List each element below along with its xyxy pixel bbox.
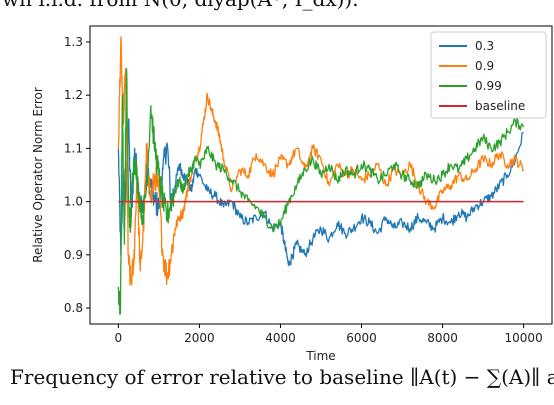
legend: 0.3 0.9 0.99 baseline	[430, 31, 547, 119]
series-line-0-99	[117, 67, 525, 315]
x-axis-label: Time	[305, 349, 335, 363]
axes: 0 2000 4000 6000 8000 10000 0.8 0.9 1.0 1.1 1.2 1.3…	[31, 25, 553, 363]
x-tick-label: 8000	[427, 331, 458, 345]
x-tick-label: 6000	[346, 331, 377, 345]
y-tick-label: 1.3	[64, 35, 83, 49]
x-tick-label: 4000	[265, 331, 296, 345]
legend-label: 0.3	[475, 39, 494, 53]
x-tick-label: 2000	[184, 331, 215, 345]
plot-frame	[89, 25, 553, 325]
y-tick-label: 0.8	[64, 301, 83, 315]
series-line-0-3	[117, 118, 524, 267]
legend-label: 0.9	[475, 59, 494, 73]
y-tick-label: 1.0	[64, 195, 83, 209]
y-tick-label: 0.9	[64, 248, 83, 262]
bottom-caption: Frequency of error relative to baseline …	[10, 365, 554, 389]
x-tick-label: 0	[115, 331, 123, 345]
legend-label: baseline	[475, 99, 525, 113]
x-tick-label: 10000	[505, 331, 543, 345]
legend-box	[430, 31, 547, 119]
y-tick-label: 1.2	[64, 88, 83, 102]
y-tick-label: 1.1	[64, 141, 83, 155]
legend-label: 0.99	[475, 79, 502, 93]
plot-area	[117, 36, 525, 315]
y-axis-label: Relative Operator Norm Error	[31, 87, 45, 263]
top-caption: wn i.i.d. from N(0, dlyap(A*, I_dx)).	[0, 0, 554, 21]
